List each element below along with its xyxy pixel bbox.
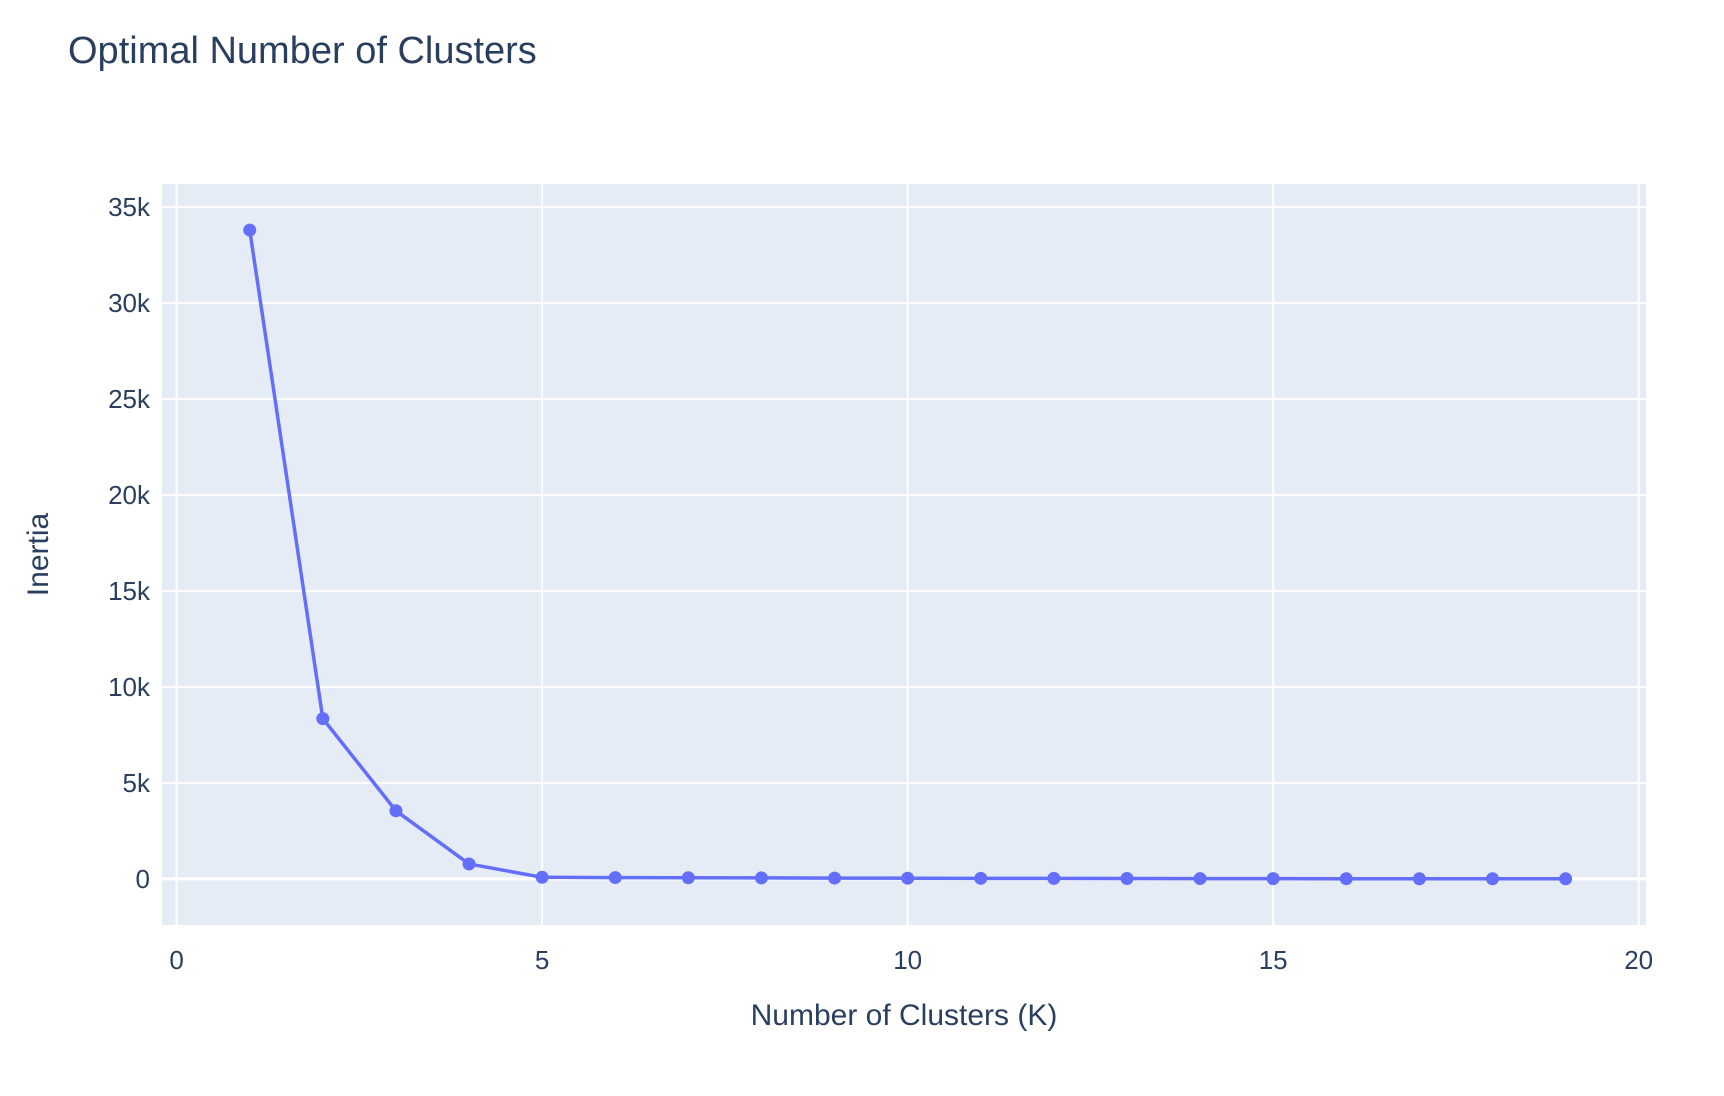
x-tick-label: 15	[1259, 945, 1288, 975]
data-point[interactable]	[535, 870, 549, 884]
y-tick-label: 20k	[108, 480, 151, 510]
y-tick-label: 25k	[108, 384, 151, 414]
x-tick-label: 5	[535, 945, 549, 975]
data-point[interactable]	[1193, 872, 1207, 886]
y-tick-label: 10k	[108, 672, 151, 702]
y-tick-label: 15k	[108, 576, 151, 606]
data-point[interactable]	[1047, 871, 1061, 885]
data-point[interactable]	[389, 804, 403, 818]
x-tick-label: 20	[1624, 945, 1653, 975]
data-point[interactable]	[1120, 872, 1134, 886]
data-point[interactable]	[316, 712, 330, 726]
y-tick-label: 30k	[108, 288, 151, 318]
data-point[interactable]	[828, 871, 842, 885]
data-point[interactable]	[1266, 872, 1280, 886]
data-point[interactable]	[754, 871, 768, 885]
data-point[interactable]	[1485, 872, 1499, 886]
chart-title: Optimal Number of Clusters	[68, 30, 537, 72]
data-point[interactable]	[608, 871, 622, 885]
data-point[interactable]	[1412, 872, 1426, 886]
x-tick-label: 10	[893, 945, 922, 975]
y-tick-label: 35k	[108, 192, 151, 222]
data-point[interactable]	[974, 871, 988, 885]
series-layer	[243, 223, 1573, 886]
y-tick-label: 0	[136, 864, 150, 894]
y-tick-label: 5k	[123, 768, 151, 798]
tick-labels: 0 5 10 15 20 0 5k 10k 15k 20k 25k 30k 35k	[108, 192, 1653, 975]
y-axis-label: Inertia	[22, 513, 55, 597]
data-point[interactable]	[1339, 872, 1353, 886]
x-axis-label: Number of Clusters (K)	[751, 999, 1058, 1032]
data-point[interactable]	[462, 857, 476, 871]
data-point[interactable]	[1559, 872, 1573, 886]
data-point[interactable]	[681, 871, 695, 885]
data-point[interactable]	[243, 223, 257, 237]
data-point[interactable]	[901, 871, 915, 885]
x-tick-label: 0	[169, 945, 183, 975]
plot-area	[162, 184, 1646, 925]
